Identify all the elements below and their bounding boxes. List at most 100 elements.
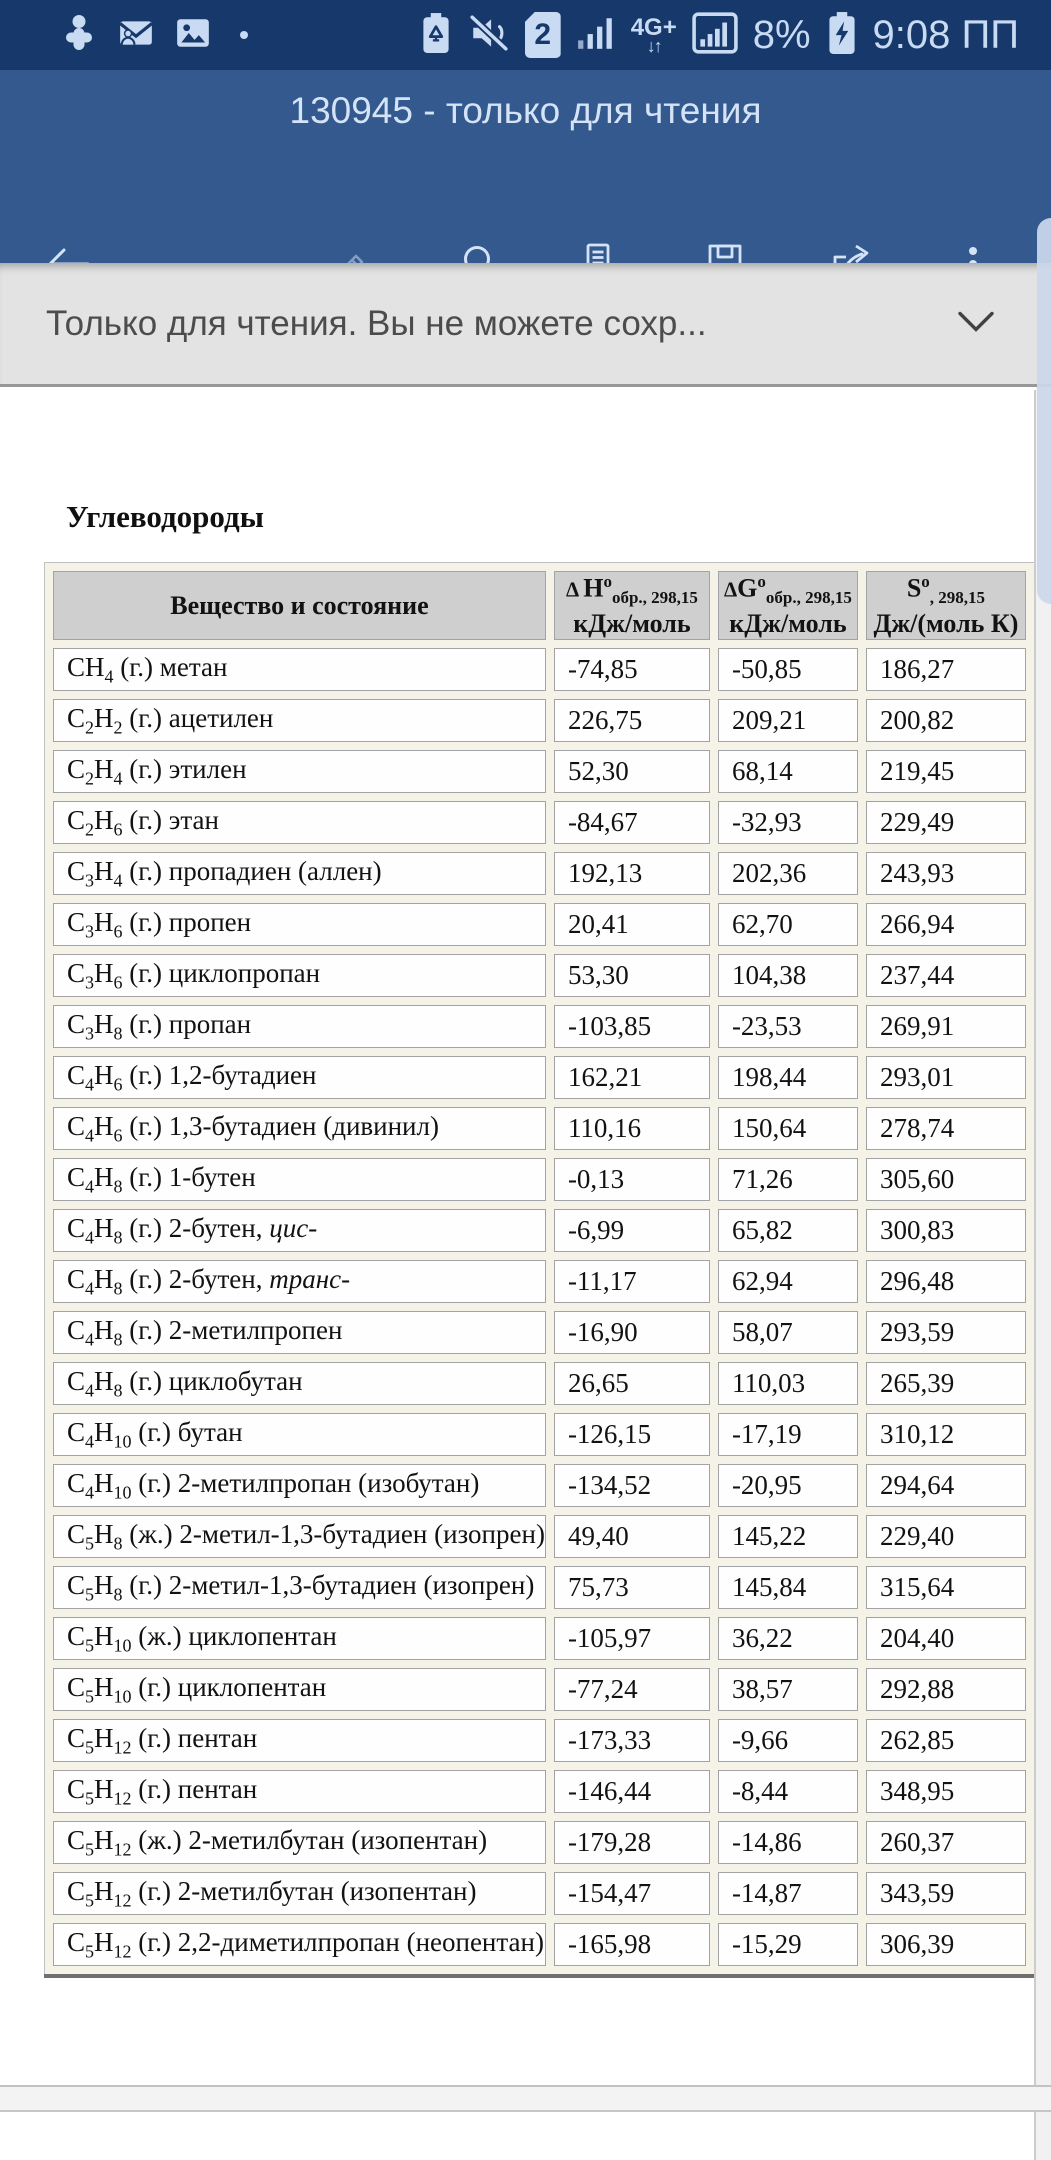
enthalpy-cell: 20,41: [553, 903, 710, 947]
boxed-signal-icon: [692, 11, 738, 59]
table-row: C3H6 (г.) циклопропан 53,30 104,38 237,44: [53, 954, 1026, 998]
read-only-message: Только для чтения. Вы не можете сохр...: [46, 303, 707, 343]
entropy-cell: 237,44: [865, 954, 1026, 998]
app-bar: 130945 - только для чтения: [0, 70, 1051, 288]
substance-cell: C5H12 (г.) 2,2-диметилпропан (неопентан): [53, 1923, 546, 1967]
entropy-cell: 300,83: [865, 1209, 1026, 1253]
table-head-row: Вещество и состояние Δ Hообр., 298,15 кДж/…: [53, 571, 1026, 641]
entropy-cell: 293,59: [865, 1311, 1026, 1355]
substance-cell: C4H10 (г.) 2-метилпропан (изобутан): [53, 1464, 546, 1508]
enthalpy-cell: -154,47: [553, 1872, 710, 1916]
entropy-cell: 186,27: [865, 648, 1026, 692]
table-row: C2H6 (г.) этан -84,67 -32,93 229,49: [53, 801, 1026, 845]
table-row: C5H8 (ж.) 2-метил-1,3-бутадиен (изопрен)…: [53, 1515, 1026, 1559]
gibbs-cell: -32,93: [717, 801, 858, 845]
substance-cell: C5H12 (г.) пентан: [53, 1770, 546, 1814]
entropy-cell: 219,45: [865, 750, 1026, 794]
substance-cell: C4H8 (г.) 2-бутен, транс-: [53, 1260, 546, 1304]
table-row: C5H12 (г.) пентан -146,44 -8,44 348,95: [53, 1770, 1026, 1814]
battery-percent: 8%: [752, 13, 811, 57]
gibbs-cell: -14,86: [717, 1821, 858, 1865]
table-row: C5H8 (г.) 2-метил-1,3-бутадиен (изопрен)…: [53, 1566, 1026, 1610]
table-row: C5H10 (г.) циклопентан -77,24 38,57 292,88: [53, 1668, 1026, 1712]
column-header: Вещество и состояние: [53, 571, 546, 641]
enthalpy-cell: -74,85: [553, 648, 710, 692]
substance-cell: C2H4 (г.) этилен: [53, 750, 546, 794]
thermodynamics-table: Вещество и состояние Δ Hообр., 298,15 кДж/…: [44, 562, 1035, 1976]
table-row: CH4 (г.) метан -74,85 -50,85 186,27: [53, 648, 1026, 692]
substance-cell: C5H12 (г.) 2-метилбутан (изопентан): [53, 1872, 546, 1916]
enthalpy-cell: -11,17: [553, 1260, 710, 1304]
gibbs-cell: 58,07: [717, 1311, 858, 1355]
substance-cell: C5H8 (г.) 2-метил-1,3-бутадиен (изопрен): [53, 1566, 546, 1610]
column-header: Sо, 298,15 Дж/(моль К): [865, 571, 1026, 641]
enthalpy-cell: 162,21: [553, 1056, 710, 1100]
gibbs-cell: -50,85: [717, 648, 858, 692]
enthalpy-cell: 75,73: [553, 1566, 710, 1610]
gibbs-cell: 71,26: [717, 1158, 858, 1202]
substance-cell: C2H2 (г.) ацетилен: [53, 699, 546, 743]
scrollbar-thumb[interactable]: [1037, 218, 1051, 604]
battery-saver-icon: [419, 12, 453, 59]
substance-cell: C4H8 (г.) 2-бутен, цис-: [53, 1209, 546, 1253]
table-body: CH4 (г.) метан -74,85 -50,85 186,27 C2H2 (г.…: [53, 648, 1026, 1967]
table-row: C3H4 (г.) пропадиен (аллен) 192,13 202,36 2…: [53, 852, 1026, 896]
gibbs-cell: 36,22: [717, 1617, 858, 1661]
substance-cell: C4H8 (г.) циклобутан: [53, 1362, 546, 1406]
enthalpy-cell: -6,99: [553, 1209, 710, 1253]
entropy-cell: 315,64: [865, 1566, 1026, 1610]
sim-card-badge: 2: [524, 12, 561, 58]
signal-strength-icon: [576, 13, 616, 58]
column-header: ΔGообр., 298,15 кДж/моль: [717, 571, 858, 641]
gibbs-cell: 145,84: [717, 1566, 858, 1610]
entropy-cell: 260,37: [865, 1821, 1026, 1865]
entropy-cell: 305,60: [865, 1158, 1026, 1202]
substance-cell: C5H10 (г.) циклопентан: [53, 1668, 546, 1712]
gallery-icon: [174, 14, 212, 57]
table-row: C3H8 (г.) пропан -103,85 -23,53 269,91: [53, 1005, 1026, 1049]
enthalpy-cell: -173,33: [553, 1719, 710, 1763]
read-only-banner[interactable]: Только для чтения. Вы не можете сохр...: [0, 263, 1051, 387]
substance-cell: C5H8 (ж.) 2-метил-1,3-бутадиен (изопрен): [53, 1515, 546, 1559]
gibbs-cell: 62,70: [717, 903, 858, 947]
gibbs-cell: 104,38: [717, 954, 858, 998]
gibbs-cell: 65,82: [717, 1209, 858, 1253]
gibbs-cell: -9,66: [717, 1719, 858, 1763]
table-row: C4H10 (г.) 2-метилпропан (изобутан) -134,…: [53, 1464, 1026, 1508]
table-row: C5H12 (г.) 2,2-диметилпропан (неопентан)…: [53, 1923, 1026, 1967]
gibbs-cell: 150,64: [717, 1107, 858, 1151]
gibbs-cell: 68,14: [717, 750, 858, 794]
substance-cell: C4H6 (г.) 1,2-бутадиен: [53, 1056, 546, 1100]
substance-cell: CH4 (г.) метан: [53, 648, 546, 692]
entropy-cell: 310,12: [865, 1413, 1026, 1457]
table-row: C4H6 (г.) 1,3-бутадиен (дивинил) 110,16 15…: [53, 1107, 1026, 1151]
enthalpy-cell: 49,40: [553, 1515, 710, 1559]
substance-cell: C4H8 (г.) 1-бутен: [53, 1158, 546, 1202]
substance-cell: C4H10 (г.) бутан: [53, 1413, 546, 1457]
enthalpy-cell: 110,16: [553, 1107, 710, 1151]
table-row: C4H8 (г.) 2-бутен, цис- -6,99 65,82 300,83: [53, 1209, 1026, 1253]
substance-cell: C3H6 (г.) пропен: [53, 903, 546, 947]
status-bar-notification-icons: [0, 14, 248, 57]
table-row: C4H8 (г.) 1-бутен -0,13 71,26 305,60: [53, 1158, 1026, 1202]
gibbs-cell: -15,29: [717, 1923, 858, 1967]
enthalpy-cell: -126,15: [553, 1413, 710, 1457]
substance-cell: C3H8 (г.) пропан: [53, 1005, 546, 1049]
gibbs-cell: -17,19: [717, 1413, 858, 1457]
enthalpy-cell: -77,24: [553, 1668, 710, 1712]
substance-cell: C5H10 (ж.) циклопентан: [53, 1617, 546, 1661]
entropy-cell: 296,48: [865, 1260, 1026, 1304]
table-row: C4H8 (г.) 2-метилпропен -16,90 58,07 293,59: [53, 1311, 1026, 1355]
table-row: C4H10 (г.) бутан -126,15 -17,19 310,12: [53, 1413, 1026, 1457]
enthalpy-cell: -103,85: [553, 1005, 710, 1049]
entropy-cell: 265,39: [865, 1362, 1026, 1406]
clock: 9:08 ПП: [872, 13, 1019, 57]
gibbs-cell: 62,94: [717, 1260, 858, 1304]
table-row: C5H12 (ж.) 2-метилбутан (изопентан) -179,…: [53, 1821, 1026, 1865]
entropy-cell: 262,85: [865, 1719, 1026, 1763]
substance-cell: C4H6 (г.) 1,3-бутадиен (дивинил): [53, 1107, 546, 1151]
chevron-down-icon[interactable]: [957, 310, 995, 337]
table-row: C5H12 (г.) пентан -173,33 -9,66 262,85: [53, 1719, 1026, 1763]
gibbs-cell: 202,36: [717, 852, 858, 896]
